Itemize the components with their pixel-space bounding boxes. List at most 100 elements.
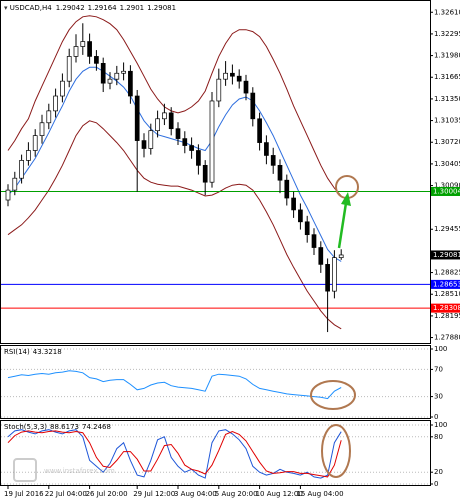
x-tick-label: 26 Jul 20:00 — [86, 490, 128, 498]
y-tick-label: 1.28825 — [434, 269, 460, 277]
y-tick-label: 1.30405 — [434, 160, 460, 168]
y-tick-label: 30 — [434, 393, 443, 401]
candle-body — [216, 78, 222, 102]
candle-body — [209, 100, 215, 183]
y-tick-label: 1.30090 — [434, 182, 460, 190]
y-tick-label: 20 — [434, 468, 443, 476]
level-label: 1.28653 — [433, 280, 460, 288]
series-line — [7, 66, 342, 262]
y-tick-label: 100 — [434, 345, 447, 353]
candle-body — [5, 189, 11, 201]
stoch-signal: 74.2468 — [82, 423, 111, 431]
y-tick-label: 1.31980 — [434, 52, 460, 60]
candle-body — [243, 80, 249, 94]
candle-body — [236, 75, 242, 82]
candle-body — [32, 135, 38, 151]
candle-body — [26, 150, 31, 161]
y-tick-label: 1.28195 — [434, 312, 460, 320]
candle-body — [182, 138, 188, 146]
candle-body — [148, 130, 154, 149]
candle-body — [311, 234, 317, 248]
series-line — [7, 120, 342, 330]
stoch-title: Stoch(5,3,3) — [4, 423, 47, 431]
stoch-main: 88.6173 — [50, 423, 79, 431]
candle-body — [114, 72, 120, 80]
candle-body — [155, 118, 160, 132]
candle-body — [60, 80, 65, 97]
logo — [13, 458, 37, 482]
series-line — [7, 430, 342, 478]
candle-body — [175, 128, 181, 139]
watermark: www.instaforex.com — [44, 467, 115, 475]
main-frame — [0, 0, 431, 344]
candle-body — [100, 63, 106, 84]
candle-body — [66, 56, 72, 82]
candle-body — [257, 118, 262, 143]
y-tick-label: 70 — [434, 365, 443, 373]
y-tick-label: 1.29455 — [434, 225, 460, 233]
candle-body — [270, 155, 276, 166]
series-line — [7, 15, 342, 197]
candle-body — [121, 70, 126, 74]
stoch-frame — [0, 420, 431, 486]
candle-body — [189, 145, 194, 151]
candle-body — [202, 164, 208, 183]
rsi-value: 43.3218 — [33, 348, 62, 356]
candle-body — [19, 160, 24, 179]
candle-body — [318, 247, 324, 265]
candle-body — [162, 112, 167, 120]
level-label: 1.28308 — [433, 304, 460, 312]
candle-body — [12, 177, 18, 191]
candle-body — [250, 92, 256, 120]
y-tick-label: 1.27880 — [434, 334, 460, 342]
header: ▾ USDCAD,H4 1.29042 1.29164 1.2901 1.29081 — [4, 4, 176, 12]
candle-body — [94, 56, 99, 64]
candle-body — [141, 140, 147, 149]
x-tick-label: 3 Aug 04:00 — [174, 490, 217, 498]
candle-body — [73, 46, 79, 57]
arrow-shaft — [337, 202, 348, 249]
icon: ▾ — [4, 4, 10, 12]
x-tick-label: 5 Aug 20:00 — [215, 490, 258, 498]
candle-body — [291, 197, 296, 211]
y-tick-label: 1.31350 — [434, 95, 460, 103]
y-tick-label: 100 — [434, 421, 447, 429]
candle-body — [230, 72, 235, 77]
price-label: 1.29081 — [433, 251, 460, 259]
price-tag — [431, 250, 460, 260]
candle-body — [168, 112, 174, 130]
low: 1.2901 — [120, 4, 145, 12]
candle-body — [304, 221, 310, 236]
candle-body — [338, 254, 344, 258]
level-tag — [431, 303, 460, 313]
candle-body — [264, 142, 269, 156]
y-tick-label: 1.32610 — [434, 8, 460, 16]
y-tick-label: 1.28510 — [434, 290, 460, 298]
candle-body — [134, 95, 140, 141]
x-tick-label: 10 Aug 12:00 — [256, 490, 303, 498]
candle-body — [223, 72, 228, 80]
candle-body — [53, 95, 58, 112]
candle-body — [332, 257, 337, 292]
level-label: 1.30004 — [433, 187, 460, 195]
y-tick-label: 0 — [434, 413, 438, 421]
rsi-title: RSI(14) — [4, 348, 30, 356]
symbol: USDCAD,H4 — [10, 4, 53, 12]
rsi-circle — [310, 380, 356, 410]
stoch-header: Stoch(5,3,3) 88.6173 74.2468 — [4, 423, 111, 431]
candle-body — [284, 179, 290, 199]
y-tick-label: 1.32295 — [434, 30, 460, 38]
arrow-head — [341, 192, 351, 206]
x-tick-label: 29 Jul 12:00 — [133, 490, 175, 498]
rsi-header: RSI(14) 43.3218 — [4, 348, 62, 356]
candle-body — [277, 164, 283, 181]
x-tick-label: 22 Jul 04:00 — [45, 490, 87, 498]
rsi-frame — [0, 345, 431, 419]
candle-body — [196, 150, 201, 166]
level-tag — [431, 186, 460, 196]
x-tick-label: 19 Jul 2016 — [4, 490, 44, 498]
candle-body — [46, 110, 52, 124]
candle-body — [80, 41, 86, 47]
